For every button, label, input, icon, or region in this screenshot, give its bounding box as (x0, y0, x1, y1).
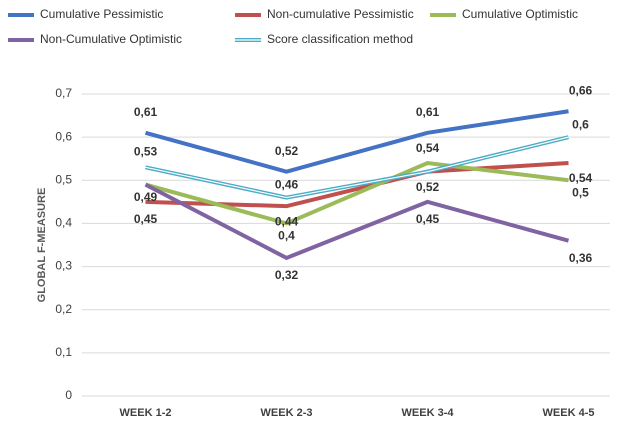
data-label: 0,54 (416, 141, 440, 155)
data-label: 0,45 (416, 212, 440, 226)
data-label: 0,54 (569, 171, 593, 185)
y-tick-label: 0,3 (55, 259, 72, 273)
data-label: 0,66 (569, 83, 593, 97)
data-label: 0,49 (134, 190, 158, 204)
data-label: 0,61 (416, 105, 440, 119)
data-label: 0,52 (416, 180, 440, 194)
y-tick-label: 0,6 (55, 129, 72, 143)
data-label: 0,5 (572, 185, 589, 199)
y-tick-label: 0,2 (55, 302, 72, 316)
series-line (144, 109, 569, 174)
data-label: 0,32 (275, 268, 299, 282)
legend-label: Cumulative Optimistic (462, 7, 578, 21)
y-tick-label: 0,5 (55, 172, 72, 186)
legend-label: Non-Cumulative Optimistic (40, 32, 182, 46)
data-label: 0,6 (572, 117, 589, 131)
data-label: 0,53 (134, 145, 158, 159)
x-tick-label: WEEK 2-3 (261, 407, 313, 419)
series-line (144, 182, 570, 261)
y-tick-label: 0,1 (55, 345, 72, 359)
data-label: 0,44 (275, 214, 299, 228)
x-tick-label: WEEK 1-2 (120, 407, 172, 419)
data-label: 0,52 (275, 144, 299, 158)
x-tick-label: WEEK 3-4 (402, 407, 455, 419)
x-tick-label: WEEK 4-5 (543, 407, 595, 419)
y-tick-label: 0,7 (55, 86, 72, 100)
data-label: 0,36 (569, 251, 593, 265)
legend-label: Non-cumulative Pessimistic (267, 7, 414, 21)
series-line-inner (145, 136, 569, 199)
data-label: 0,45 (134, 212, 158, 226)
data-label: 0,4 (278, 229, 295, 243)
legend-label: Cumulative Pessimistic (40, 7, 163, 21)
y-tick-label: 0,4 (55, 216, 72, 230)
y-axis-label: GLOBAL F-MEASURE (36, 188, 48, 303)
legend-label: Score classification method (267, 32, 413, 46)
data-label: 0,46 (275, 178, 299, 192)
y-tick-label: 0 (65, 388, 72, 402)
data-label: 0,61 (134, 105, 158, 119)
series-line (144, 160, 569, 226)
